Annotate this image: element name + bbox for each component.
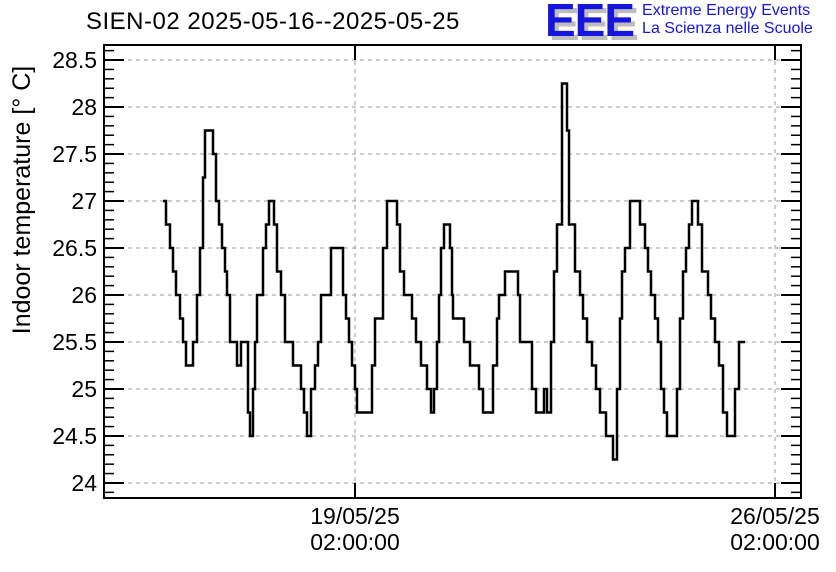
x-tick-label-date: 26/05/25 xyxy=(730,503,820,529)
y-tick-label: 25 xyxy=(71,376,97,402)
eee-logo-text: Extreme Energy Events La Scienza nelle S… xyxy=(642,2,813,38)
temperature-series-line xyxy=(163,82,745,461)
y-tick-label: 26 xyxy=(71,282,97,308)
eee-logo-letters: EEE xyxy=(545,0,635,46)
y-tick-label: 27.5 xyxy=(52,141,97,167)
x-tick-label-time: 02:00:00 xyxy=(730,529,820,555)
y-tick-label: 24 xyxy=(71,470,97,496)
y-tick-label: 24.5 xyxy=(52,423,97,449)
chart-title: SIEN-02 2025-05-16--2025-05-25 xyxy=(86,8,460,35)
y-tick-label: 28 xyxy=(71,94,97,120)
x-tick-label-date: 19/05/25 xyxy=(310,503,400,529)
x-tick-label-time: 02:00:00 xyxy=(310,529,400,555)
eee-logo: EEE Extreme Energy Events La Scienza nel… xyxy=(545,0,813,46)
eee-logo-line2: La Scienza nelle Scuole xyxy=(642,20,813,37)
plot-frame xyxy=(103,44,802,499)
y-tick-label: 27 xyxy=(71,188,97,214)
eee-logo-line1: Extreme Energy Events xyxy=(642,2,811,19)
y-axis-title: Indoor temperature [° C] xyxy=(8,66,36,334)
y-tick-label: 25.5 xyxy=(52,329,97,355)
y-tick-label: 28.5 xyxy=(52,47,97,73)
y-tick-label: 26.5 xyxy=(52,235,97,261)
